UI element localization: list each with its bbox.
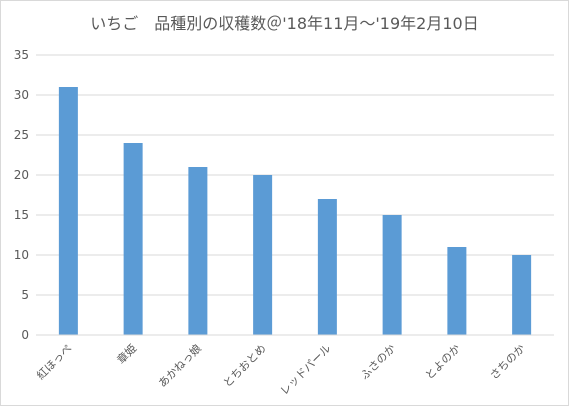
y-tick-label: 10: [14, 248, 29, 262]
category-label: さちのか: [487, 342, 527, 382]
bar: [253, 175, 273, 335]
bar: [123, 143, 143, 335]
bar: [317, 199, 337, 335]
category-label: ふさのか: [358, 342, 398, 382]
bar: [58, 87, 78, 335]
y-tick-label: 15: [14, 208, 29, 222]
category-label: あかねっ娘: [155, 341, 204, 390]
chart-title: いちご 品種別の収穫数＠'18年11月～'19年2月10日: [90, 14, 479, 33]
category-label: レッドパール: [278, 342, 334, 398]
y-axis-ticks: 0 5 10 15 20 25 30 35: [14, 48, 29, 342]
category-label: とよのか: [423, 342, 463, 382]
y-tick-label: 35: [14, 48, 29, 62]
bar: [512, 255, 532, 335]
bars: [58, 87, 532, 335]
category-labels: 紅ほっぺ 章姫 あかねっ娘 とちおとめ レッドパール ふさのか とよのか さちのか: [34, 341, 528, 398]
bar: [188, 167, 208, 335]
category-label: 紅ほっぺ: [34, 342, 74, 382]
y-tick-label: 5: [21, 288, 29, 302]
y-tick-label: 30: [14, 88, 29, 102]
y-tick-label: 25: [14, 128, 29, 142]
y-tick-label: 20: [14, 168, 29, 182]
bar: [382, 215, 402, 335]
y-tick-label: 0: [21, 328, 29, 342]
bar: [447, 247, 467, 335]
category-label: 章姫: [114, 341, 139, 366]
gridlines: [36, 54, 554, 296]
category-label: とちおとめ: [221, 342, 269, 390]
